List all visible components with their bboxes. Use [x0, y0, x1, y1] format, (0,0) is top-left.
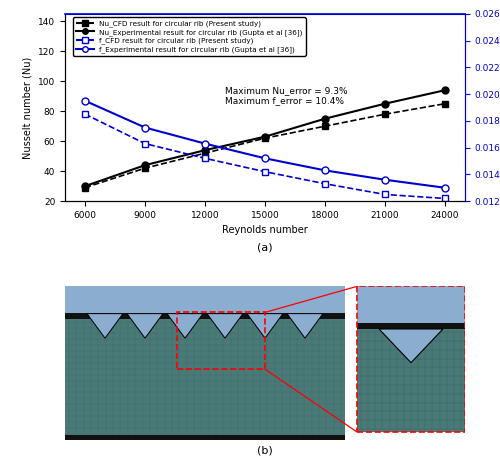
- Polygon shape: [167, 314, 203, 338]
- Bar: [177, 312, 265, 369]
- X-axis label: Reynolds number: Reynolds number: [222, 225, 308, 235]
- Polygon shape: [127, 314, 163, 338]
- Polygon shape: [287, 314, 323, 338]
- Polygon shape: [247, 314, 283, 338]
- Bar: [357, 323, 465, 329]
- Polygon shape: [379, 329, 443, 363]
- Bar: [65, 286, 345, 440]
- Polygon shape: [207, 314, 243, 338]
- Text: (a): (a): [257, 242, 273, 252]
- Bar: [357, 286, 465, 432]
- Legend: Nu_CFD result for circular rib (Present study), Nu_Experimental result for circu: Nu_CFD result for circular rib (Present …: [72, 17, 306, 56]
- Bar: [357, 286, 465, 432]
- Y-axis label: Nusselt number (Nu): Nusselt number (Nu): [22, 56, 32, 158]
- Text: Maximum Nu_error = 9.3%
Maximum f_error = 10.4%: Maximum Nu_error = 9.3% Maximum f_error …: [225, 86, 348, 105]
- Bar: [65, 435, 345, 440]
- Bar: [65, 286, 345, 314]
- Bar: [65, 313, 345, 319]
- Polygon shape: [87, 314, 123, 338]
- Bar: [357, 286, 465, 325]
- Text: (b): (b): [257, 446, 273, 456]
